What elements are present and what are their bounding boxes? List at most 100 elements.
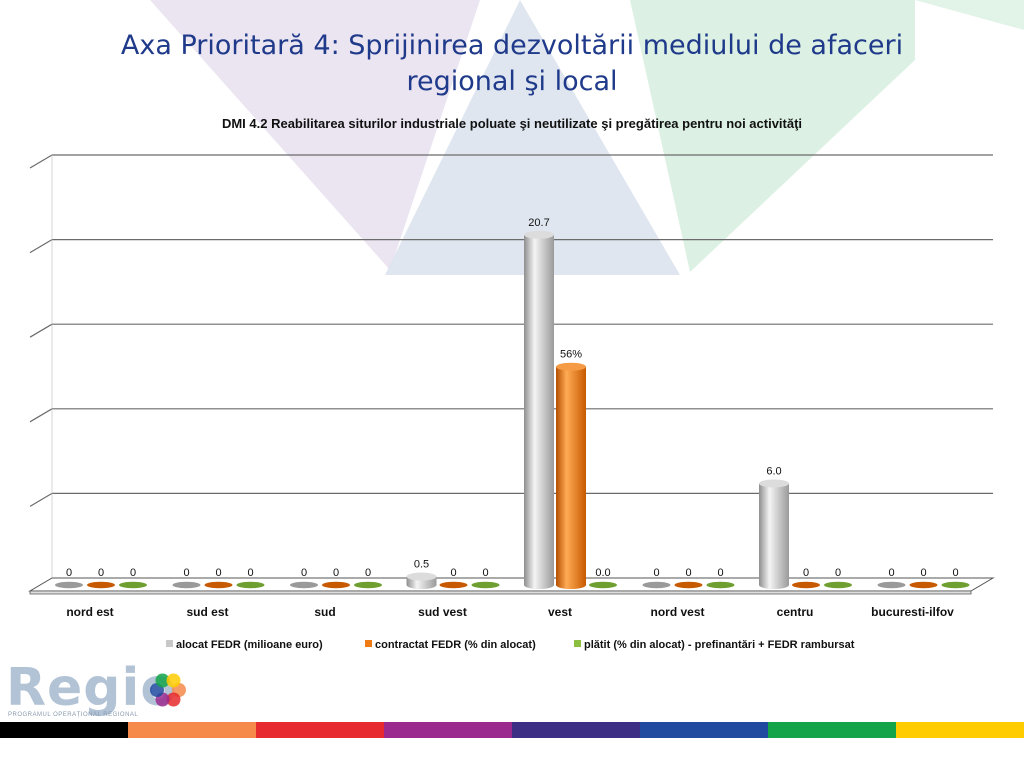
logo-petal [166,673,181,688]
data-label-platit-5: 0 [717,567,723,579]
color-stripe [0,722,1024,738]
gridline-side [29,239,53,254]
bar-cap-alocat-3 [406,572,437,581]
category-label-5: nord vest [650,605,704,619]
data-label-alocat-1: 0 [183,567,189,579]
data-label-alocat-2: 0 [301,567,307,579]
stripe-segment-1 [128,722,256,738]
bar-cap-contractat-4 [556,362,586,371]
logo-petal [155,673,170,688]
stripe-segment-7 [896,722,1024,738]
gridline-side [29,323,53,338]
legend-label-alocat: alocat FEDR (milioane euro) [176,639,323,651]
bar-contractat-1 [204,581,233,589]
bg-shape-green-right [915,0,1024,30]
data-label-contractat-3: 0 [450,567,456,579]
chart-title: DMI 4.2 Reabilitarea siturilor industria… [221,116,803,131]
bg-shape-blue [385,0,680,275]
bar-contractat-7 [909,581,938,589]
legend-swatch-contractat [365,640,372,647]
data-label-alocat-4: 20.7 [528,217,549,229]
bar-cap-alocat-4 [524,230,554,239]
bar-alocat-2 [290,581,318,589]
stripe-segment-4 [512,722,640,738]
data-label-contractat-6: 0 [803,567,809,579]
gridline-side [29,408,53,423]
data-label-contractat-5: 0 [685,567,691,579]
bar-chart: 0 0 0 0 0 0 0 0 0 0.5 0 0 20.7 56% 0.0 0 0 0 6.0 0 0 0 0 0 nord… [28,154,995,651]
bar-contractat-5 [674,581,703,589]
bar-contractat-2 [322,581,350,589]
bars-layer [55,230,970,590]
legend-swatch-alocat [166,640,173,647]
data-label-alocat-6: 6.0 [766,465,781,477]
data-label-platit-4: 0.0 [595,567,610,579]
stripe-segment-3 [384,722,512,738]
category-labels: nord est sud est sud sud vest vest nord vest c… [66,605,954,619]
page-title: Axa Prioritară 4: Sprijinirea dezvoltări… [120,30,904,97]
data-label-platit-2: 0 [365,567,371,579]
data-label-platit-1: 0 [247,567,253,579]
category-label-2: sud [314,605,335,619]
bar-cap-alocat-6 [759,479,789,488]
bar-alocat-5 [642,581,671,589]
data-label-alocat-3: 0.5 [414,559,429,571]
category-label-3: sud vest [418,605,467,619]
grid-layer [29,154,993,578]
data-label-platit-0: 0 [130,567,136,579]
regio-logo: Regio PROGRAMUL OPERAȚIONAL REGIONAL [6,660,206,720]
data-label-contractat-0: 0 [98,567,104,579]
chart-floor [28,577,995,595]
category-label-0: nord est [66,605,113,619]
data-label-platit-7: 0 [952,567,958,579]
stripe-segment-6 [768,722,896,738]
bar-platit-5 [706,581,735,589]
bg-shape-purple [150,0,480,270]
bar-platit-7 [941,581,970,589]
bar-alocat-4 [524,234,554,590]
bar-contractat-3 [439,581,468,589]
bg-shape-green [630,0,915,272]
category-label-4: vest [548,605,572,619]
data-label-contractat-1: 0 [215,567,221,579]
data-label-alocat-7: 0 [888,567,894,579]
data-label-alocat-5: 0 [653,567,659,579]
floor-edge [29,590,972,595]
bar-alocat-1 [172,581,201,589]
bar-platit-0 [119,581,147,589]
bar-alocat-7 [877,581,906,589]
logo-petal [166,692,181,707]
gridline-side [29,492,53,507]
logo-tagline: PROGRAMUL OPERAȚIONAL REGIONAL [8,712,139,718]
bar-contractat-4 [556,366,586,589]
logo-word: Regio [6,658,178,718]
category-label-6: centru [777,605,814,619]
legend: alocat FEDR (milioane euro) contractat FE… [166,639,855,651]
legend-swatch-platit [574,640,581,647]
bar-contractat-6 [792,581,820,589]
logo-flower-icon [150,673,186,707]
bar-platit-3 [471,581,500,589]
bar-alocat-6 [759,483,789,589]
data-label-platit-6: 0 [835,567,841,579]
category-label-1: sud est [186,605,228,619]
data-label-contractat-7: 0 [920,567,926,579]
bar-alocat-0 [55,581,83,589]
data-label-platit-3: 0 [482,567,488,579]
stripe-segment-0 [0,722,128,738]
data-label-alocat-0: 0 [66,567,72,579]
stripe-segment-5 [640,722,768,738]
category-label-7: bucuresti-ilfov [871,605,954,619]
data-label-contractat-4: 56% [560,349,582,361]
legend-label-platit: plătit (% din alocat) - prefinantări + F… [584,639,855,651]
stripe-segment-2 [256,722,384,738]
bar-platit-4 [589,581,617,589]
bar-platit-2 [354,581,382,589]
bar-contractat-0 [87,581,115,589]
bar-platit-6 [824,581,852,589]
bar-platit-1 [236,581,265,589]
data-label-contractat-2: 0 [333,567,339,579]
gridline-side [29,154,53,169]
data-labels: 0 0 0 0 0 0 0 0 0 0.5 0 0 20.7 56% 0.0 0 0 0 6.0 0 0 0 0 0 [66,217,959,579]
